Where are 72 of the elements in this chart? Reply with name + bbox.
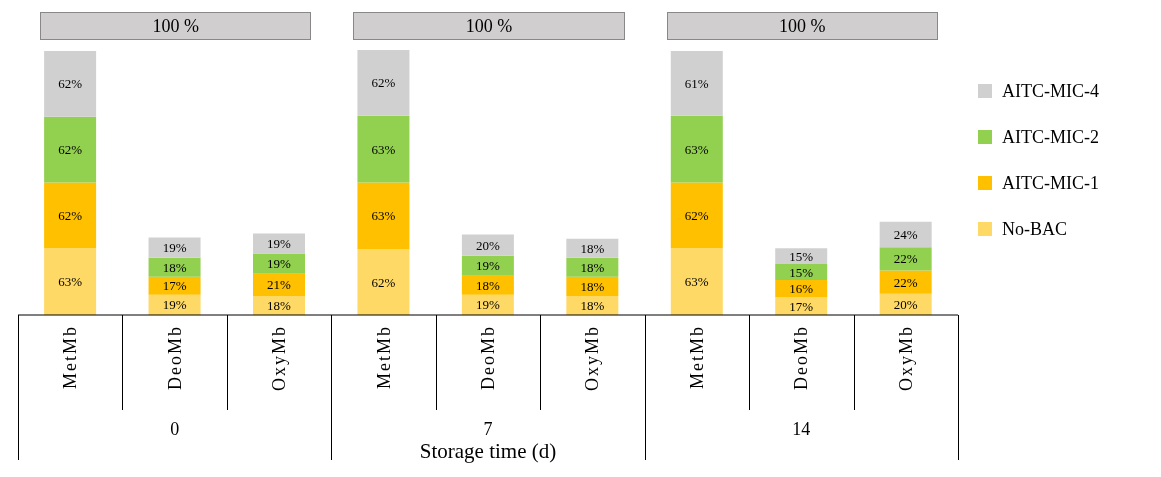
legend-label: AITC-MIC-2 bbox=[1002, 126, 1099, 148]
data-label: 63% bbox=[371, 208, 396, 224]
text: 100 % bbox=[666, 12, 938, 40]
bar bbox=[461, 234, 514, 256]
data-label: 19% bbox=[162, 297, 187, 313]
x-tick-label: DeoMb bbox=[478, 325, 498, 390]
legend-label: No-BAC bbox=[1002, 218, 1068, 240]
data-label: 63% bbox=[684, 274, 709, 290]
bar bbox=[357, 50, 410, 116]
x-tick-label: MetMb bbox=[686, 325, 707, 389]
data-label: 18% bbox=[475, 277, 500, 293]
data-label: 18% bbox=[267, 298, 292, 314]
data-label: 19% bbox=[475, 258, 500, 274]
data-label: 19% bbox=[475, 297, 500, 313]
data-label: 20% bbox=[893, 296, 918, 312]
bar bbox=[357, 249, 410, 315]
legend-label: AITC-MIC-4 bbox=[1002, 80, 1099, 102]
data-label: 15% bbox=[789, 248, 814, 264]
x-tick-label: MetMb bbox=[60, 325, 81, 389]
bar bbox=[879, 270, 932, 294]
x-tick-label: OxyMb bbox=[895, 325, 916, 392]
bar bbox=[44, 182, 97, 249]
data-label: 24% bbox=[893, 226, 918, 242]
data-label: 62% bbox=[684, 207, 709, 223]
data-label: 19% bbox=[267, 236, 292, 251]
data-label: 18% bbox=[580, 259, 605, 275]
data-label: 16% bbox=[789, 281, 814, 297]
data-label: 22% bbox=[893, 251, 918, 267]
data-label: 20% bbox=[475, 237, 500, 253]
data-label: 19% bbox=[162, 240, 187, 256]
data-label: 19% bbox=[267, 256, 292, 272]
data-label: 62% bbox=[58, 142, 83, 158]
x-axis-title: Storage time (d) bbox=[418, 439, 558, 464]
bar bbox=[879, 221, 932, 248]
data-label: 21% bbox=[267, 277, 292, 293]
x-tick-label: DeoMb bbox=[791, 325, 812, 390]
text: 100 % bbox=[40, 12, 312, 40]
legend-label: AITC-MIC-1 bbox=[1002, 172, 1099, 194]
bar bbox=[253, 233, 305, 254]
bar bbox=[357, 115, 410, 183]
data-label: 22% bbox=[893, 274, 918, 290]
data-label: 18% bbox=[580, 298, 605, 314]
text: 7 bbox=[482, 419, 494, 440]
data-label: 62% bbox=[371, 75, 396, 91]
data-label: 62% bbox=[58, 76, 83, 92]
data-label: 18% bbox=[580, 278, 605, 294]
data-label: 62% bbox=[58, 207, 83, 223]
bar bbox=[44, 116, 97, 183]
bar bbox=[44, 51, 97, 117]
data-label: 61% bbox=[684, 75, 709, 91]
bar bbox=[44, 248, 97, 315]
bar bbox=[357, 182, 410, 250]
x-tick-label: DeoMb bbox=[164, 325, 185, 390]
x-tick-label: OxyMb bbox=[269, 325, 290, 392]
data-label: 18% bbox=[580, 240, 605, 256]
text: 0 bbox=[169, 419, 181, 440]
data-label: 15% bbox=[789, 264, 814, 280]
x-tick-label: OxyMb bbox=[582, 325, 603, 392]
bar bbox=[670, 51, 723, 116]
data-label: 63% bbox=[58, 274, 83, 290]
bar bbox=[670, 182, 723, 249]
text: 100 % bbox=[353, 12, 625, 40]
data-label: 17% bbox=[162, 278, 187, 294]
text: 14 bbox=[791, 419, 812, 440]
data-label: 62% bbox=[371, 274, 396, 290]
bar bbox=[670, 248, 723, 315]
bar bbox=[670, 115, 723, 183]
x-tick-label: MetMb bbox=[373, 325, 394, 389]
data-label: 63% bbox=[371, 141, 396, 157]
data-label: 17% bbox=[789, 298, 814, 314]
data-label: 18% bbox=[162, 259, 187, 275]
data-label: 63% bbox=[684, 141, 709, 157]
